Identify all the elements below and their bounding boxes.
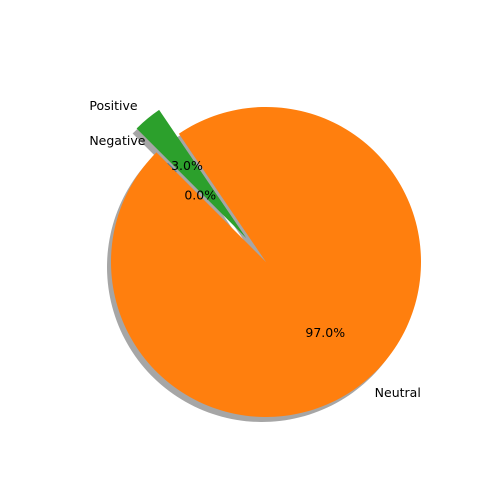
label-layer: Negative 0.0% Neutral 97.0% Positive 3.0% — [89, 98, 420, 400]
pie-pct-positive: 3.0% — [171, 158, 203, 173]
pie-label-neutral: Neutral — [375, 385, 421, 400]
pie-label-positive: Positive — [89, 98, 137, 113]
slice-layer — [111, 106, 422, 417]
pie-pct-negative: 0.0% — [184, 188, 216, 203]
pie-pct-neutral: 97.0% — [305, 325, 345, 340]
pie-label-negative: Negative — [89, 133, 145, 148]
pie-slice-positive — [136, 109, 247, 239]
pie-slice-neutral — [111, 106, 422, 417]
